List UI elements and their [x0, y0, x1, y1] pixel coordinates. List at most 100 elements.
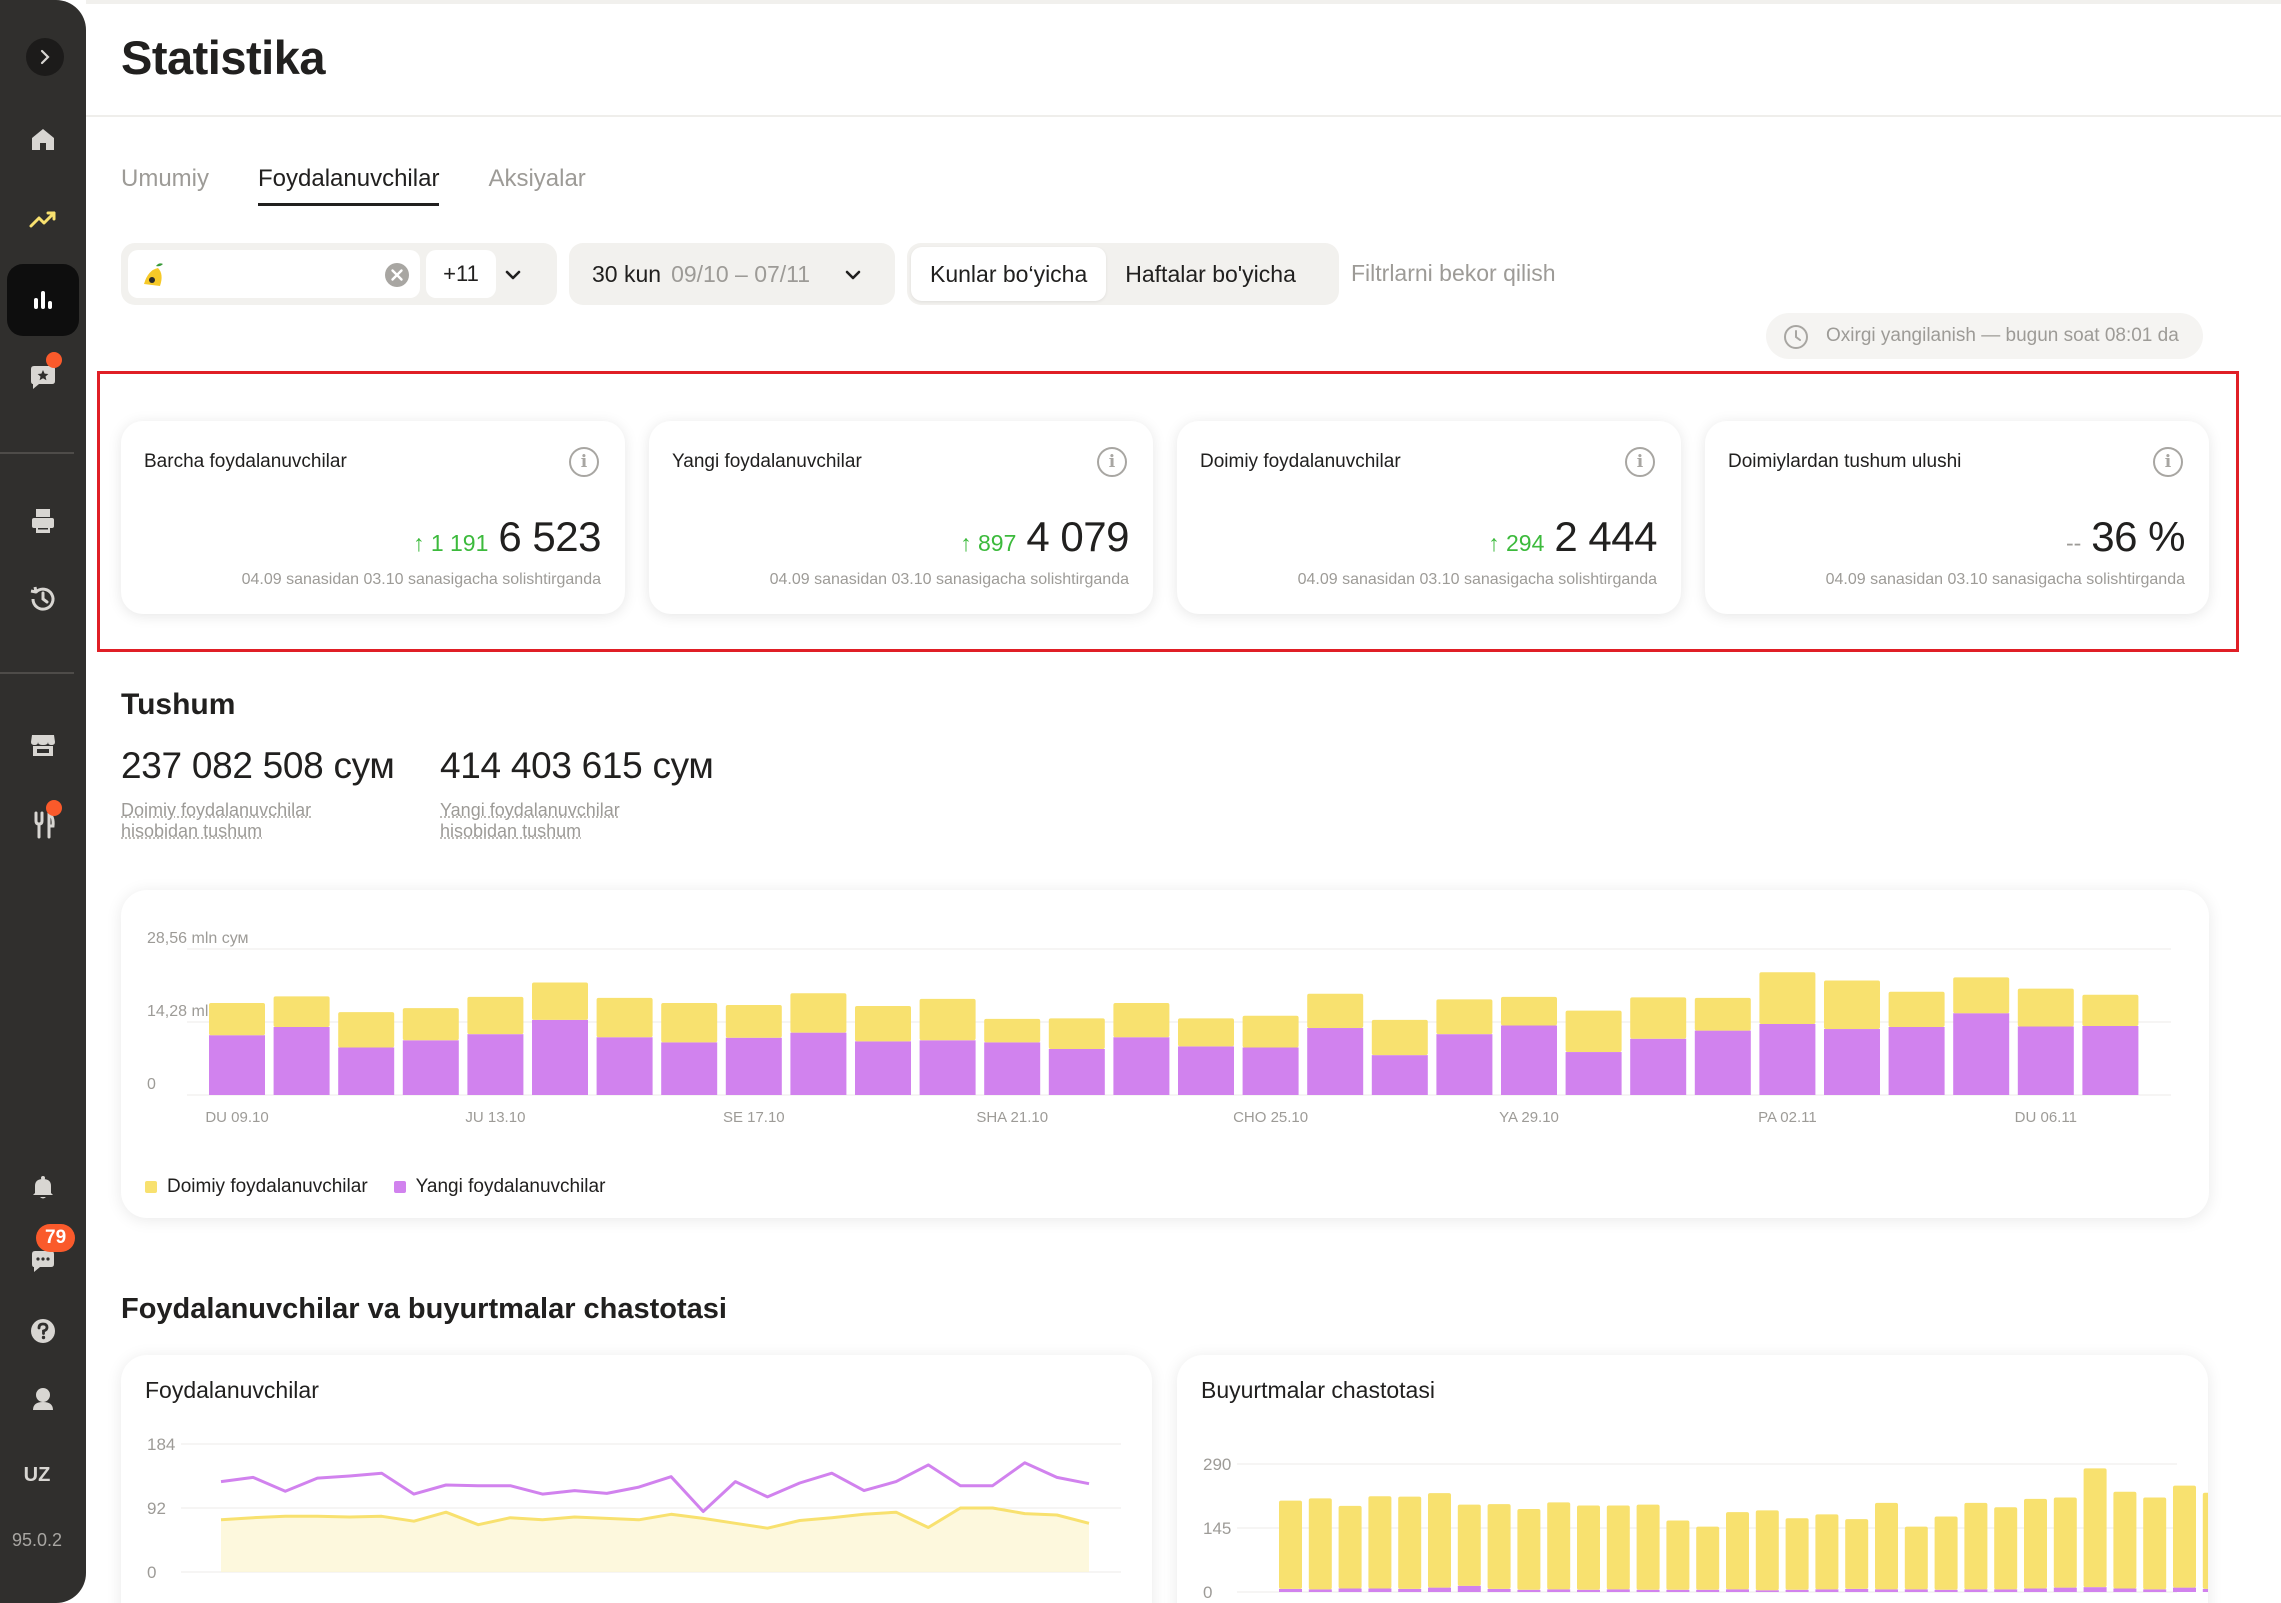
- chevron-down-icon[interactable]: [501, 263, 525, 287]
- regular-revenue-label[interactable]: Doimiy foydalanuvchilar hisobidan tushum: [121, 800, 311, 842]
- sidebar-item-printer[interactable]: [18, 496, 68, 546]
- reset-filters-link[interactable]: Filtrlarni bekor qilish: [1351, 260, 1556, 287]
- bar-regular-users: [1637, 1505, 1660, 1590]
- bar-new-users: [1309, 1589, 1332, 1592]
- group-by-weeks-button[interactable]: Haftalar bo'yicha: [1106, 247, 1315, 301]
- restaurant-logo-icon: [138, 258, 172, 292]
- bar-regular-users: [1436, 999, 1492, 1034]
- bar-regular-users: [1964, 1503, 1987, 1590]
- bar-new-users: [2203, 1589, 2208, 1592]
- kpi-title: Doimiylardan tushum ulushi: [1728, 451, 1961, 473]
- reviews-dot: [46, 352, 62, 368]
- bar-new-users: [209, 1035, 265, 1095]
- sidebar-item-statistics[interactable]: [7, 264, 79, 336]
- clear-icon[interactable]: [384, 262, 410, 288]
- sidebar-item-help[interactable]: [18, 1306, 68, 1356]
- group-by-days-button[interactable]: Kunlar bo‘yicha: [911, 247, 1106, 301]
- x-tick-label: SE 17.10: [723, 1109, 785, 1126]
- kpi-delta: ↑ 897: [960, 530, 1016, 557]
- tab-foydalanuvchilar[interactable]: Foydalanuvchilar: [258, 165, 439, 206]
- sidebar-item-notifications[interactable]: [18, 1162, 68, 1212]
- bar-regular-users: [1695, 998, 1751, 1031]
- legend-swatch: [145, 1181, 157, 1193]
- new-revenue-label-line1: Yangi foydalanuvchilar: [440, 800, 620, 820]
- page-title: Statistika: [121, 30, 325, 85]
- bar-new-users: [1577, 1590, 1600, 1592]
- info-icon[interactable]: i: [569, 447, 599, 477]
- bar-new-users: [1279, 1589, 1302, 1592]
- bar-new-users: [1815, 1589, 1838, 1592]
- x-tick-label: DU 06.11: [2015, 1109, 2077, 1126]
- sidebar-item-profile[interactable]: [18, 1374, 68, 1424]
- sidebar-item-history[interactable]: [18, 574, 68, 624]
- legend-regular[interactable]: Doimiy foydalanuvchilar: [145, 1176, 368, 1198]
- bar-regular-users: [2173, 1486, 2196, 1588]
- x-tick-label: PA 02.11: [1758, 1109, 1817, 1126]
- period-select[interactable]: 30 kun 09/10 – 07/11: [569, 243, 895, 305]
- bar-regular-users: [1696, 1527, 1719, 1590]
- app-version: 95.0.2: [0, 1530, 74, 1551]
- bar-regular-users: [209, 1003, 265, 1035]
- language-switch[interactable]: UZ: [0, 1464, 74, 1487]
- bar-regular-users: [1759, 972, 1815, 1024]
- info-icon[interactable]: i: [2153, 447, 2183, 477]
- expand-sidebar-button[interactable]: [26, 38, 64, 76]
- info-icon[interactable]: i: [1625, 447, 1655, 477]
- tab-umumiy[interactable]: Umumiy: [121, 165, 209, 206]
- info-icon[interactable]: i: [1097, 447, 1127, 477]
- bar-new-users: [1339, 1588, 1362, 1592]
- header-divider: [86, 115, 2281, 117]
- kpi-value: 36 %: [2091, 513, 2185, 561]
- bar-regular-users: [1726, 1512, 1749, 1589]
- order-frequency-chart-card: Buyurtmalar chastotasi 0 145 290: [1177, 1355, 2208, 1603]
- bar-chart-icon: [27, 284, 59, 316]
- new-revenue-label[interactable]: Yangi foydalanuvchilar hisobidan tushum: [440, 800, 620, 842]
- bar-regular-users: [1905, 1527, 1928, 1590]
- bar-regular-users: [274, 996, 330, 1027]
- bar-new-users: [2113, 1588, 2136, 1592]
- bar-regular-users: [1309, 1498, 1332, 1589]
- bar-new-users: [1372, 1055, 1428, 1095]
- bar-regular-users: [1566, 1011, 1622, 1052]
- bar-new-users: [726, 1038, 782, 1095]
- sidebar-item-store[interactable]: [18, 720, 68, 770]
- bar-new-users: [661, 1042, 717, 1095]
- bar-new-users: [1905, 1589, 1928, 1592]
- new-revenue-label-line2: hisobidan tushum: [440, 821, 581, 841]
- bar-regular-users: [1178, 1018, 1234, 1046]
- bar-new-users: [1786, 1590, 1809, 1592]
- tab-aksiyalar[interactable]: Aksiyalar: [488, 165, 585, 206]
- bar-new-users: [403, 1040, 459, 1095]
- x-tick-label: DU 09.10: [205, 1109, 268, 1126]
- legend-label: Doimiy foydalanuvchilar: [167, 1176, 368, 1198]
- bar-new-users: [2143, 1589, 2166, 1592]
- kpi-card-regular-users: Doimiy foydalanuvchilar i ↑ 294 2 444 04.…: [1177, 421, 1681, 614]
- bar-regular-users: [855, 1006, 911, 1041]
- more-restaurants-count[interactable]: +11: [426, 250, 496, 298]
- kpi-card-all-users: Barcha foydalanuvchilar i ↑ 1 191 6 523 0…: [121, 421, 625, 614]
- restaurant-select[interactable]: [128, 250, 420, 298]
- bar-regular-users: [1458, 1505, 1481, 1586]
- bar-new-users: [1368, 1588, 1391, 1592]
- bar-new-users: [1994, 1589, 2017, 1592]
- bar-new-users: [1049, 1049, 1105, 1095]
- bar-regular-users: [2024, 1499, 2047, 1589]
- bar-regular-users: [1845, 1519, 1868, 1589]
- bar-new-users: [1964, 1589, 1987, 1592]
- sidebar-item-home[interactable]: [18, 114, 68, 164]
- regular-revenue-label-line1: Doimiy foydalanuvchilar: [121, 800, 311, 820]
- regular-revenue-value: 237 082 508 сум: [121, 745, 395, 787]
- bar-new-users: [1607, 1589, 1630, 1592]
- period-label: 30 kun: [592, 261, 661, 288]
- last-updated-text: Oxirgi yangilanish — bugun soat 08:01 da: [1826, 325, 2179, 347]
- legend-new[interactable]: Yangi foydalanuvchilar: [394, 1176, 606, 1198]
- bar-regular-users: [790, 993, 846, 1032]
- bar-regular-users: [2143, 1498, 2166, 1590]
- bar-new-users: [1428, 1588, 1451, 1592]
- clock-icon: [1782, 323, 1810, 351]
- sidebar-item-trends[interactable]: [18, 194, 68, 244]
- bar-regular-users: [1756, 1510, 1779, 1590]
- revenue-bar-chart: 014,28 mln28,56 mln сумDU 09.10 JU 13.10 S…: [121, 890, 2209, 1160]
- bar-new-users: [1666, 1590, 1689, 1592]
- bar-new-users: [597, 1037, 653, 1095]
